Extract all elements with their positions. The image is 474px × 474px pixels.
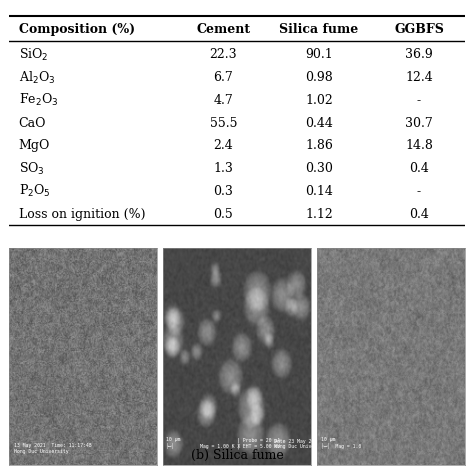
Text: 6.7: 6.7 xyxy=(213,71,233,84)
Text: 90.1: 90.1 xyxy=(305,48,333,62)
Text: (b) Silica fume: (b) Silica fume xyxy=(191,449,283,462)
Text: Mag = 1.00 K X: Mag = 1.00 K X xyxy=(200,444,240,449)
Text: 0.5: 0.5 xyxy=(213,208,233,220)
Text: 30.7: 30.7 xyxy=(405,117,433,130)
Text: MgO: MgO xyxy=(18,139,50,153)
Text: SiO$_2$: SiO$_2$ xyxy=(18,47,48,63)
Text: Fe$_2$O$_3$: Fe$_2$O$_3$ xyxy=(18,92,58,109)
Text: Loss on ignition (%): Loss on ignition (%) xyxy=(18,208,145,220)
Text: Date 23 May 2021  Time: 11:39:50
Hong Duc University: Date 23 May 2021 Time: 11:39:50 Hong Duc… xyxy=(274,438,366,449)
Text: | Probe = 20 µA
| EHT = 5.00 kV: | Probe = 20 µA | EHT = 5.00 kV xyxy=(237,438,280,449)
Text: -: - xyxy=(417,94,421,107)
Text: 0.98: 0.98 xyxy=(305,71,333,84)
Text: 22.3: 22.3 xyxy=(210,48,237,62)
Text: CaO: CaO xyxy=(18,117,46,130)
Text: 0.3: 0.3 xyxy=(213,185,233,198)
Text: 1.12: 1.12 xyxy=(305,208,333,220)
Text: Composition (%): Composition (%) xyxy=(18,23,135,36)
Text: -: - xyxy=(417,185,421,198)
Text: 13 May 2021  Time: 11:17:48
Hong Duc University: 13 May 2021 Time: 11:17:48 Hong Duc Univ… xyxy=(14,443,91,454)
Text: 1.86: 1.86 xyxy=(305,139,333,153)
Text: SO$_3$: SO$_3$ xyxy=(18,161,45,177)
Text: 55.5: 55.5 xyxy=(210,117,237,130)
Text: 0.4: 0.4 xyxy=(409,208,429,220)
Text: 0.4: 0.4 xyxy=(409,162,429,175)
Text: 0.30: 0.30 xyxy=(305,162,333,175)
Text: 36.9: 36.9 xyxy=(405,48,433,62)
Text: P$_2$O$_5$: P$_2$O$_5$ xyxy=(18,183,50,200)
Text: GGBFS: GGBFS xyxy=(394,23,444,36)
Text: Cement: Cement xyxy=(196,23,250,36)
Text: 0.44: 0.44 xyxy=(305,117,333,130)
Text: 2.4: 2.4 xyxy=(213,139,233,153)
Text: 12.4: 12.4 xyxy=(405,71,433,84)
Text: 1.02: 1.02 xyxy=(305,94,333,107)
Text: Al$_2$O$_3$: Al$_2$O$_3$ xyxy=(18,70,55,86)
Text: 10 µm
├─┤: 10 µm ├─┤ xyxy=(166,438,181,449)
Text: 0.14: 0.14 xyxy=(305,185,333,198)
Text: Silica fume: Silica fume xyxy=(279,23,358,36)
Text: 1.3: 1.3 xyxy=(213,162,233,175)
Text: 4.7: 4.7 xyxy=(213,94,233,107)
Text: 10 µm
├─┤  Mag = 1.0: 10 µm ├─┤ Mag = 1.0 xyxy=(321,438,362,449)
Text: 14.8: 14.8 xyxy=(405,139,433,153)
